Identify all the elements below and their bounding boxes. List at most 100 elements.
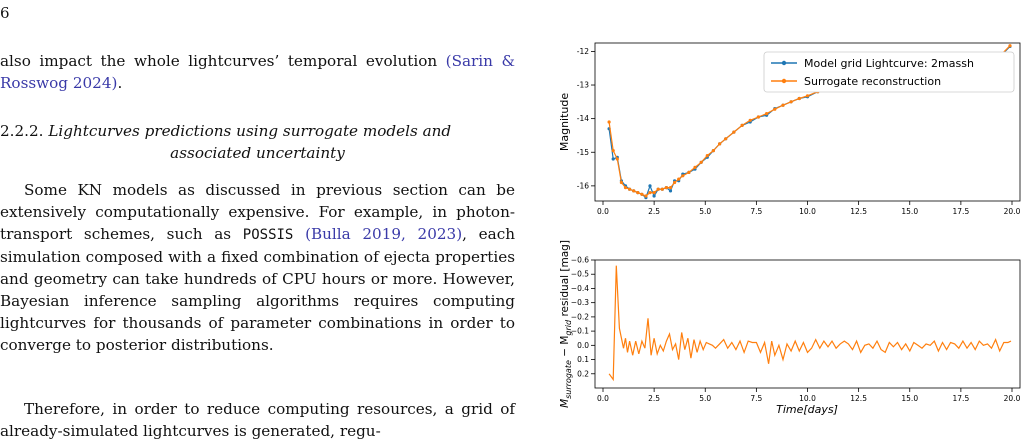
x-tick-label: 5.0 [699,394,711,403]
y-tick-label: -13 [577,81,589,90]
section-heading: 2.2.2. Lightcurves predictions using sur… [0,120,515,164]
y-tick-label: 0.1 [577,355,589,364]
section-title-line-2: associated uncertainty [170,144,345,162]
data-point [693,165,697,169]
x-tick-label: 15.0 [901,207,918,216]
section-number: 2.2.2. [0,122,44,140]
y-tick-label: -16 [577,181,589,190]
data-point [636,191,640,195]
x-tick-label: 20.0 [1004,207,1021,216]
data-point [724,137,728,141]
data-point [687,170,691,174]
data-point [756,115,761,119]
data-point [668,189,673,193]
legend-label-surrogate: Surrogate reconstruction [804,75,941,88]
bottom-axes-frame [594,259,1021,389]
data-point [711,149,716,153]
data-point [681,174,685,178]
paragraph-intro: also impact the whole lightcurves’ tempo… [0,50,515,94]
data-point [652,191,656,195]
data-point [648,184,652,188]
paragraph-text: . [117,74,123,92]
paragraph-text: Some KN models as discussed in previous … [0,181,515,243]
data-point [615,157,619,161]
x-tick-label: 0.0 [597,394,609,403]
citation-link[interactable]: (Bulla 2019, 2023) [305,225,463,243]
x-tick-label: 12.5 [850,207,867,216]
data-point [648,191,652,195]
paragraph-text: , each simulation composed with a fixed … [0,225,515,354]
data-point [632,189,636,193]
paragraph-text: also impact the whole lightcurves’ tempo… [0,52,438,70]
top-panel-magnitude: 0.0 2.5 5.0 7.5 10.0 12.5 15.0 17.5 20.0 -16 -15 -… [558,42,1021,216]
y-tick-label: 0.0 [577,341,589,350]
data-point [699,160,703,164]
top-y-axis-label: Magnitude [558,93,571,152]
data-point [664,186,669,190]
x-tick-label: 12.5 [850,394,867,403]
data-point [765,112,769,116]
citation-link[interactable]: (Sarin & Rosswog 2024) [0,52,515,92]
paragraph-main: Some KN models as discussed in previous … [0,179,515,356]
legend-box [763,51,1015,93]
data-point [732,130,736,134]
y-tick-label: 0.2 [577,369,589,378]
data-point [677,177,681,181]
data-point [797,96,801,101]
y-tick-label: -12 [577,47,589,56]
paragraph-text: Therefore, in order to reduce computing … [0,400,515,440]
x-tick-label: 0.0 [597,207,609,216]
page-number: 6 [0,4,10,22]
x-tick-label: 7.5 [750,394,762,403]
data-point [652,194,656,198]
y-tick-label: -15 [577,148,589,157]
paragraph-next: Therefore, in order to reduce computing … [0,398,515,442]
section-title-line-1: Lightcurves predictions using surrogate … [48,122,452,140]
y-tick-label: -14 [577,114,589,123]
data-point [623,186,628,190]
legend-marker-surrogate [781,78,787,84]
data-point [748,118,752,122]
data-point [773,107,777,111]
legend: Model grid Lightcurve: 2massh Surrogate … [763,51,1015,93]
bottom-y-axis-label: Msurrogate − Mgrid residual [mag] [559,240,573,408]
y-tick-label: −0.2 [571,312,589,321]
data-point [1008,44,1012,48]
x-tick-label: 2.5 [648,394,660,403]
data-point [673,180,677,185]
data-point [656,187,660,191]
x-tick-label: 10.0 [799,207,816,216]
x-tick-label: 20.0 [1004,394,1021,403]
data-point [628,187,632,191]
x-tick-label: 2.5 [648,207,660,216]
x-tick-label: 17.5 [953,394,970,403]
data-point [607,120,611,124]
data-point [740,123,744,127]
y-tick-label: −0.3 [571,298,589,307]
data-point [644,194,648,198]
data-point [789,100,793,104]
y-tick-label: −0.5 [571,270,589,279]
data-point [781,103,785,107]
x-tick-label: 17.5 [953,207,970,216]
data-point [718,142,722,146]
data-point [805,94,810,98]
bottom-x-axis-label: Time[days] [776,403,838,416]
x-tick-label: 15.0 [901,394,918,403]
data-point [619,180,624,185]
y-tick-label: −0.6 [571,256,589,265]
legend-label-grid: Model grid Lightcurve: 2massh [804,57,974,70]
data-point [611,157,615,161]
legend-marker-grid [781,60,787,66]
x-tick-label: 10.0 [799,394,816,403]
y-tick-label: −0.4 [571,284,589,293]
y-tick-label: −0.1 [571,327,589,336]
code-name: POSSIS [242,227,294,243]
data-point [640,192,644,196]
series-line-grid [608,265,1012,382]
data-point [705,154,709,158]
data-point [668,186,673,190]
data-point [660,187,664,191]
bottom-panel-residual: 0.0 2.5 5.0 7.5 10.0 12.5 15.0 17.5 20.0 0.2 0.1 0… [559,240,1021,416]
